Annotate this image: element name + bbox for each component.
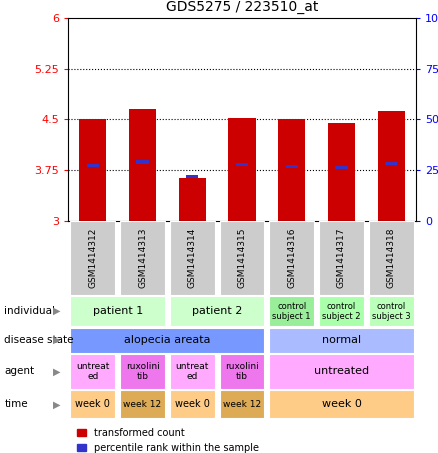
Text: normal: normal [322, 335, 361, 345]
FancyBboxPatch shape [269, 328, 413, 353]
Text: GSM1414316: GSM1414316 [287, 228, 296, 288]
FancyBboxPatch shape [319, 296, 364, 327]
Bar [179, 178, 206, 221]
FancyBboxPatch shape [120, 222, 165, 294]
FancyBboxPatch shape [71, 328, 265, 353]
Text: ruxolini
tib: ruxolini tib [126, 362, 159, 381]
Bar [236, 163, 248, 166]
FancyBboxPatch shape [369, 296, 413, 327]
FancyBboxPatch shape [269, 222, 314, 294]
FancyBboxPatch shape [71, 390, 115, 419]
Text: week 0: week 0 [175, 399, 210, 410]
Text: untreat
ed: untreat ed [176, 362, 209, 381]
Text: week 12: week 12 [223, 400, 261, 409]
Bar [186, 175, 198, 178]
Text: ▶: ▶ [53, 399, 61, 410]
FancyBboxPatch shape [269, 390, 413, 419]
Bar [87, 164, 99, 167]
FancyBboxPatch shape [71, 222, 115, 294]
Text: ▶: ▶ [53, 306, 61, 316]
Text: GSM1414313: GSM1414313 [138, 228, 147, 288]
Text: alopecia areata: alopecia areata [124, 335, 211, 345]
FancyBboxPatch shape [170, 354, 215, 389]
Bar [136, 160, 148, 164]
FancyBboxPatch shape [120, 354, 165, 389]
Text: GSM1414314: GSM1414314 [188, 228, 197, 288]
FancyBboxPatch shape [71, 296, 165, 327]
FancyBboxPatch shape [319, 222, 364, 294]
Bar [378, 111, 405, 221]
Text: control
subject 2: control subject 2 [322, 302, 361, 321]
Text: ▶: ▶ [53, 366, 61, 376]
FancyBboxPatch shape [269, 354, 413, 389]
FancyBboxPatch shape [120, 390, 165, 419]
Text: GSM1414317: GSM1414317 [337, 228, 346, 288]
Text: GSM1414312: GSM1414312 [88, 228, 97, 288]
Text: disease state: disease state [4, 335, 74, 345]
Text: time: time [4, 399, 28, 410]
FancyBboxPatch shape [219, 222, 265, 294]
Bar [336, 166, 348, 169]
Bar [79, 119, 106, 221]
Text: GSM1414318: GSM1414318 [387, 228, 396, 288]
Bar [278, 119, 305, 221]
FancyBboxPatch shape [170, 390, 215, 419]
Text: ▶: ▶ [53, 335, 61, 345]
FancyBboxPatch shape [71, 354, 115, 389]
FancyBboxPatch shape [219, 354, 265, 389]
Text: untreated: untreated [314, 366, 369, 376]
Text: GSM1414315: GSM1414315 [237, 228, 247, 288]
Text: control
subject 3: control subject 3 [372, 302, 410, 321]
Text: patient 2: patient 2 [192, 306, 242, 316]
Text: ruxolini
tib: ruxolini tib [225, 362, 259, 381]
Title: GDS5275 / 223510_at: GDS5275 / 223510_at [166, 0, 318, 14]
Text: patient 1: patient 1 [92, 306, 143, 316]
Bar [228, 118, 256, 221]
FancyBboxPatch shape [219, 390, 265, 419]
Text: agent: agent [4, 366, 35, 376]
FancyBboxPatch shape [369, 222, 413, 294]
Text: week 0: week 0 [321, 399, 361, 410]
FancyBboxPatch shape [170, 222, 215, 294]
FancyBboxPatch shape [269, 296, 314, 327]
Text: week 0: week 0 [75, 399, 110, 410]
Bar [385, 162, 397, 165]
Bar [129, 109, 156, 221]
Legend: transformed count, percentile rank within the sample: transformed count, percentile rank withi… [73, 424, 263, 453]
Bar [328, 123, 355, 221]
Text: control
subject 1: control subject 1 [272, 302, 311, 321]
Text: individual: individual [4, 306, 55, 316]
Bar [286, 165, 298, 169]
Text: week 12: week 12 [124, 400, 162, 409]
Text: untreat
ed: untreat ed [76, 362, 110, 381]
FancyBboxPatch shape [170, 296, 265, 327]
